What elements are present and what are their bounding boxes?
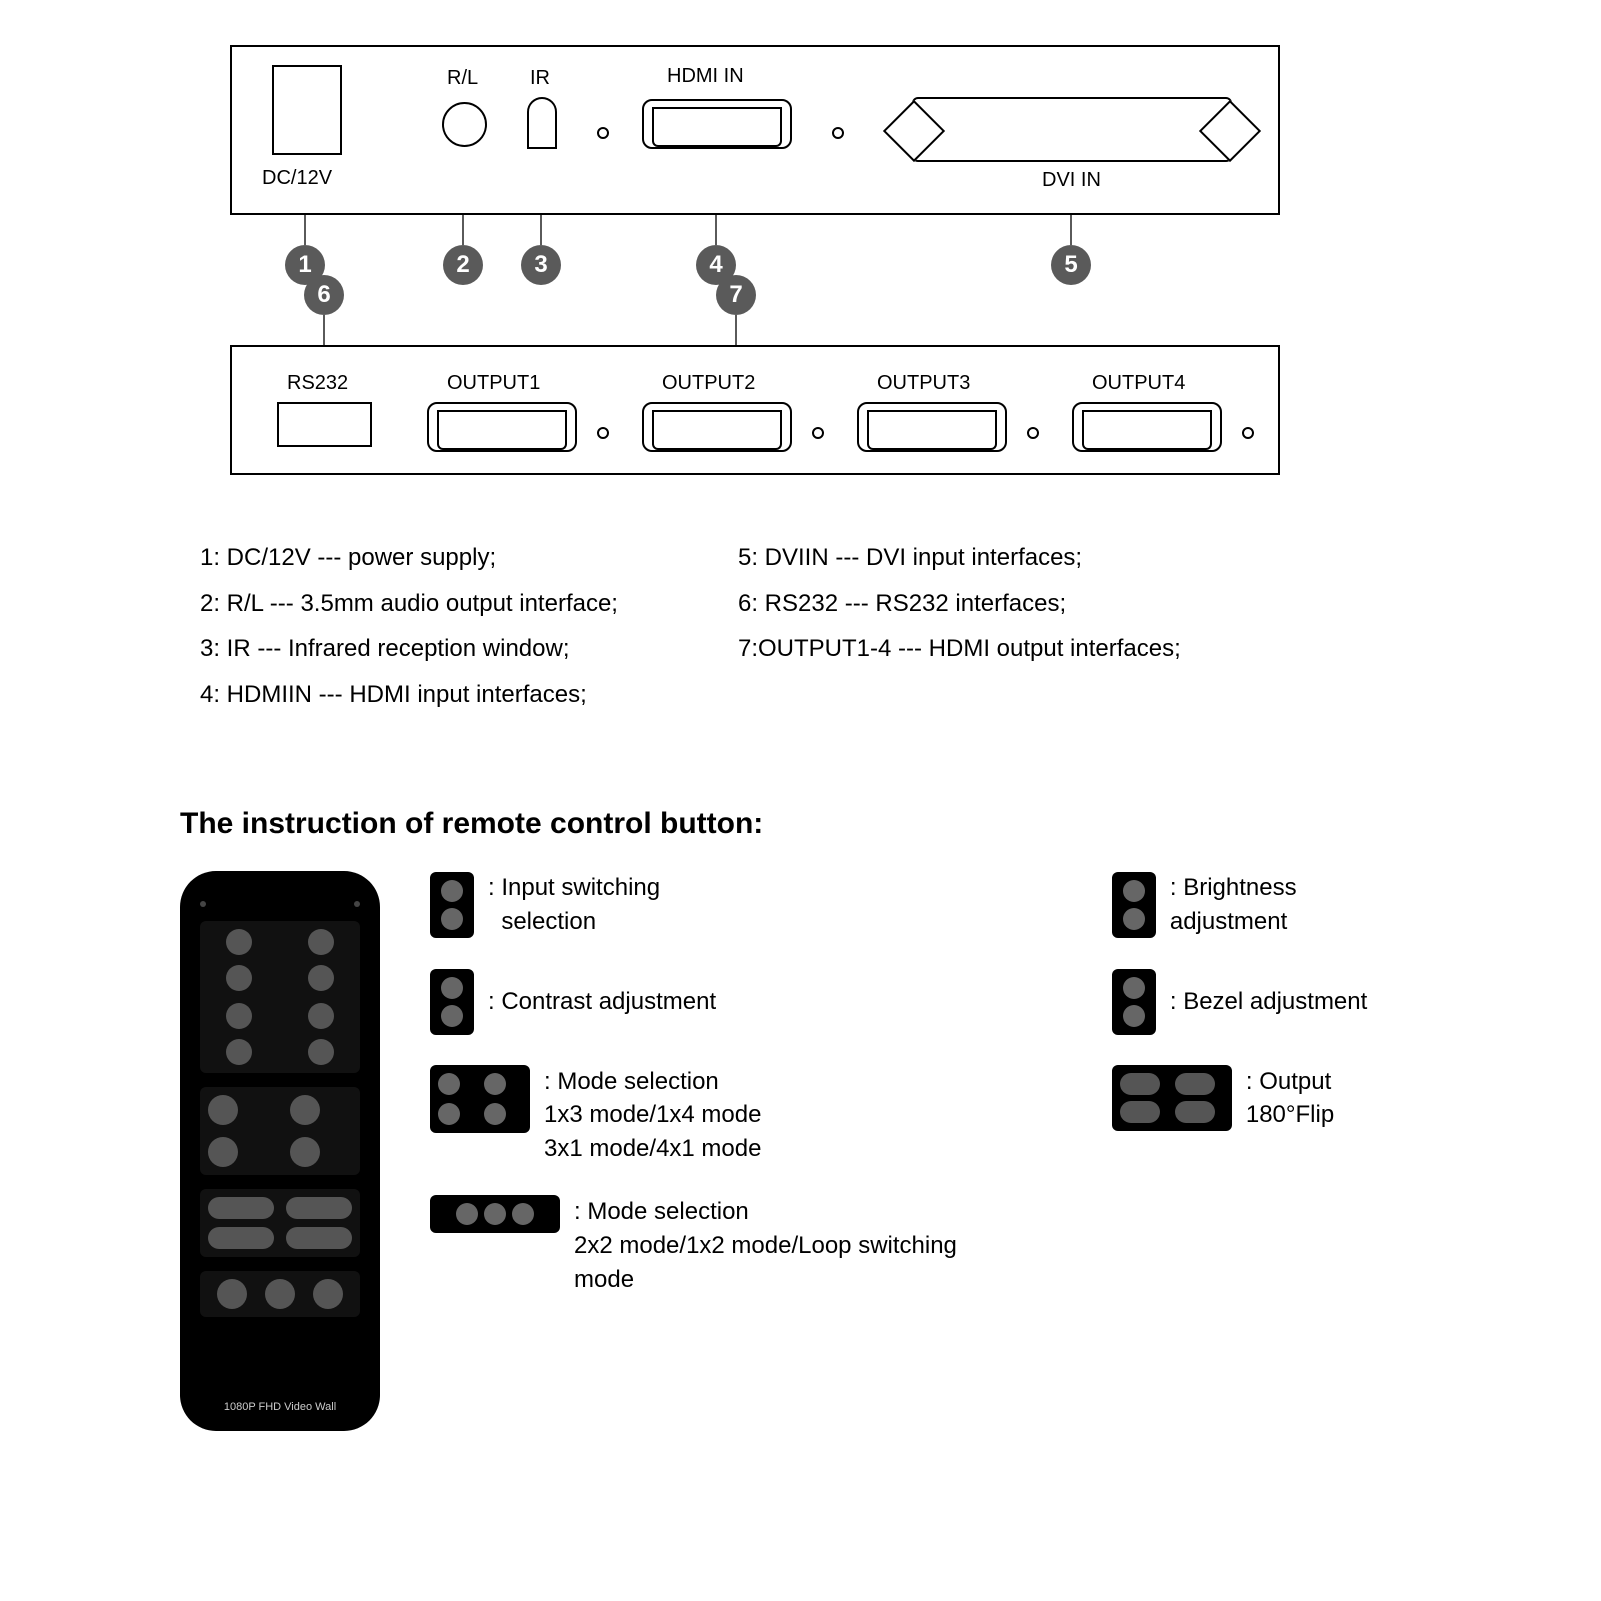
rs232-label: RS232 <box>287 372 348 395</box>
output4-label: OUTPUT4 <box>1092 372 1185 395</box>
screw-hole-icon <box>1242 427 1254 439</box>
screw-hole-icon <box>812 427 824 439</box>
hdmi-in-label: HDMI IN <box>667 65 744 88</box>
legend-item: 6: RS232 --- RS232 interfaces; <box>738 581 1181 627</box>
remote-control: 1080P FHD Video Wall <box>180 871 380 1431</box>
three-button-row-icon <box>430 1195 560 1233</box>
dc-port <box>272 65 342 155</box>
rl-port <box>442 102 487 147</box>
ir-port <box>527 97 557 149</box>
desc-brightness: : Brightness adjustment <box>1112 871 1420 938</box>
two-button-vertical-icon <box>1112 969 1156 1035</box>
dvi-in-port <box>912 97 1232 162</box>
output1-port <box>427 402 577 452</box>
output2-label: OUTPUT2 <box>662 372 755 395</box>
screw-hole-icon <box>832 127 844 139</box>
two-button-vertical-icon <box>1112 872 1156 938</box>
four-button-grid-icon <box>430 1065 530 1133</box>
output1-label: OUTPUT1 <box>447 372 540 395</box>
ir-label: IR <box>530 67 550 90</box>
bottom-panel: RS232 OUTPUT1 OUTPUT2 OUTPUT3 OUTPUT4 <box>230 345 1280 475</box>
two-button-vertical-icon <box>430 872 474 938</box>
screw-hole-icon <box>597 427 609 439</box>
desc-mode-b: : Mode selection 2x2 mode/1x2 mode/Loop … <box>430 1195 1012 1296</box>
rl-label: R/L <box>447 67 478 90</box>
screw-hole-icon <box>1027 427 1039 439</box>
desc-flip: : Output 180°Flip <box>1112 1065 1420 1132</box>
output2-port <box>642 402 792 452</box>
remote-label: 1080P FHD Video Wall <box>180 1401 380 1413</box>
output3-port <box>857 402 1007 452</box>
hdmi-in-port <box>642 99 792 149</box>
desc-mode-a: : Mode selection 1x3 mode/1x4 mode 3x1 m… <box>430 1065 1012 1166</box>
callout-5: 5 <box>1051 245 1091 285</box>
dc-label: DC/12V <box>262 167 332 190</box>
callout-3: 3 <box>521 245 561 285</box>
legend-item: 1: DC/12V --- power supply; <box>200 535 618 581</box>
callout-6: 6 <box>304 275 344 315</box>
screw-hole-icon <box>597 127 609 139</box>
desc-contrast: : Contrast adjustment <box>430 969 1012 1035</box>
dvi-in-label: DVI IN <box>1042 169 1101 192</box>
two-button-vertical-icon <box>430 969 474 1035</box>
four-pill-grid-icon <box>1112 1065 1232 1131</box>
legend-item: 3: IR --- Infrared reception window; <box>200 626 618 672</box>
legend-item: 5: DVIIN --- DVI input interfaces; <box>738 535 1181 581</box>
callout-7: 7 <box>716 275 756 315</box>
legend: 1: DC/12V --- power supply; 2: R/L --- 3… <box>200 535 1420 717</box>
rs232-port <box>277 402 372 447</box>
legend-item: 4: HDMIIN --- HDMI input interfaces; <box>200 672 618 718</box>
top-panel: DC/12V R/L IR HDMI IN DVI IN <box>230 45 1280 215</box>
desc-bezel: : Bezel adjustment <box>1112 969 1420 1035</box>
desc-input-switch: : Input switching selection <box>430 871 1012 938</box>
section-title: The instruction of remote control button… <box>180 807 1420 841</box>
callout-2: 2 <box>443 245 483 285</box>
output3-label: OUTPUT3 <box>877 372 970 395</box>
legend-item: 7:OUTPUT1-4 --- HDMI output interfaces; <box>738 626 1181 672</box>
output4-port <box>1072 402 1222 452</box>
legend-item: 2: R/L --- 3.5mm audio output interface; <box>200 581 618 627</box>
